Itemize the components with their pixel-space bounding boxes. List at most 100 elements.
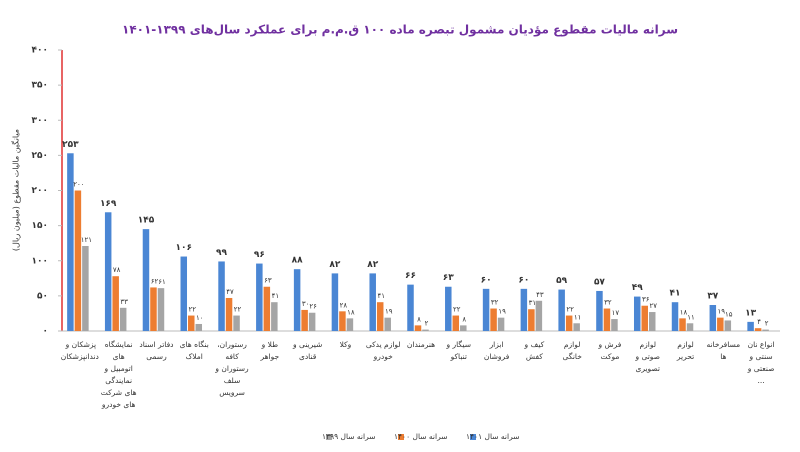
value-label: ۴۳ bbox=[536, 291, 544, 299]
bar bbox=[82, 245, 89, 331]
bar bbox=[497, 317, 505, 331]
value-label: ۱۹ bbox=[498, 308, 506, 316]
x-tick-label: لوازم صوتی و تصویری bbox=[635, 340, 661, 373]
bar bbox=[747, 321, 754, 331]
x-tick-label: فرش و موکت bbox=[598, 340, 622, 361]
bar bbox=[603, 308, 611, 331]
value-label: ۱۴۵ bbox=[138, 216, 155, 226]
bar bbox=[558, 289, 565, 331]
bar bbox=[308, 312, 316, 331]
bar bbox=[490, 308, 497, 331]
value-label: ۶۲ bbox=[151, 277, 159, 285]
x-tick-label: هنرمندان bbox=[406, 340, 436, 349]
value-label: ۸۲ bbox=[329, 260, 340, 270]
value-label: ۶۰ bbox=[518, 275, 529, 285]
x-tick-label: شیرینی و قنادی bbox=[292, 340, 323, 361]
bar bbox=[74, 190, 82, 331]
y-tick-label: ۲۰۰ bbox=[32, 186, 48, 196]
bar bbox=[641, 305, 648, 331]
bar bbox=[119, 307, 127, 331]
value-label: ۴۱ bbox=[272, 292, 280, 300]
y-tick-label: ۰ bbox=[43, 327, 49, 337]
value-label: ۶۶ bbox=[405, 271, 416, 281]
value-label: ۹۹ bbox=[216, 248, 227, 258]
value-label: ۵۷ bbox=[594, 277, 605, 287]
value-label: ۱۰۶ bbox=[176, 243, 192, 253]
bar bbox=[346, 318, 354, 331]
value-label: ۳۷ bbox=[707, 292, 718, 302]
value-label: ۲۲ bbox=[566, 306, 574, 314]
value-label: ۲۷ bbox=[649, 302, 657, 310]
bar bbox=[407, 284, 414, 331]
value-label: ۱۸ bbox=[680, 308, 688, 316]
value-label: ۲۲ bbox=[234, 306, 242, 314]
value-label: ۲۸ bbox=[340, 301, 348, 309]
chart-title: سرانه مالیات مقطوع مؤدیان مشمول تبصره ما… bbox=[122, 23, 678, 38]
value-label: ۴۱ bbox=[670, 289, 681, 299]
value-label: ۲ bbox=[425, 320, 429, 328]
value-label: ۶۳ bbox=[443, 273, 454, 283]
legend-swatch bbox=[470, 434, 476, 440]
bar bbox=[225, 297, 233, 331]
bar bbox=[724, 320, 732, 331]
bar bbox=[150, 287, 157, 331]
x-tick-label: بنگاه های املاک bbox=[179, 340, 209, 361]
bar bbox=[754, 328, 762, 331]
bar bbox=[535, 300, 543, 331]
bar bbox=[762, 329, 769, 331]
bar bbox=[686, 323, 694, 331]
x-tick-label: نمایشگاه های اتومبیل و نمایندگی های شرکت… bbox=[100, 340, 137, 409]
x-tick-label: دفاتر اسناد رسمی bbox=[139, 340, 174, 361]
legend-swatch bbox=[398, 434, 404, 440]
y-axis-label: میانگین مالیات مقطوع (میلیون ریال) bbox=[11, 129, 21, 251]
bar bbox=[195, 323, 203, 331]
bar bbox=[422, 329, 429, 331]
bar bbox=[369, 273, 376, 331]
value-label: ۱۰ bbox=[196, 314, 204, 322]
bar bbox=[414, 325, 422, 331]
value-label: ۱۱ bbox=[687, 313, 695, 321]
value-label: ۳۲ bbox=[604, 299, 612, 307]
value-label: ۱۵ bbox=[725, 310, 733, 318]
y-tick-label: ۱۵۰ bbox=[32, 221, 48, 231]
value-label: ۴ bbox=[757, 318, 761, 326]
y-tick-label: ۵۰ bbox=[37, 291, 48, 301]
value-label: ۳۰ bbox=[302, 300, 310, 308]
bar bbox=[520, 288, 528, 331]
value-label: ۲۶ bbox=[309, 303, 317, 311]
bar bbox=[648, 312, 656, 331]
x-tick-label: لوازم یدکی خودرو bbox=[365, 340, 401, 361]
bar bbox=[611, 319, 618, 331]
bar bbox=[293, 269, 301, 331]
legend-label: سرانه سال ۱۴۰۱ bbox=[466, 432, 520, 441]
x-tick-label: لوازم تحریر bbox=[676, 340, 695, 361]
value-label: ۱۲۱ bbox=[81, 236, 92, 244]
x-tick-label: پزشکان و دندانپزشکان bbox=[60, 340, 99, 361]
bar bbox=[376, 302, 384, 331]
bar bbox=[233, 315, 240, 331]
x-tick-label: رستوران، کافه رستوران و سلف سرویس bbox=[215, 340, 249, 397]
bar bbox=[104, 212, 112, 331]
value-label: ۲۰۰ bbox=[73, 181, 84, 189]
bar bbox=[67, 153, 74, 331]
legend-label: سرانه سال ۱۴۰۰ bbox=[394, 432, 448, 441]
value-label: ۷۸ bbox=[113, 266, 121, 274]
y-tick-label: ۲۵۰ bbox=[32, 151, 48, 161]
y-tick-label: ۴۰۰ bbox=[32, 46, 48, 56]
x-tick-label: لوازم خانگی bbox=[562, 340, 582, 361]
bar bbox=[384, 317, 391, 331]
value-label: ۸۸ bbox=[292, 256, 303, 266]
bar bbox=[679, 318, 686, 331]
value-label: ۱۹ bbox=[385, 308, 393, 316]
bar bbox=[256, 263, 263, 331]
bar bbox=[528, 309, 535, 331]
bar bbox=[633, 296, 641, 331]
x-tick-label: مسافرخانه ها bbox=[706, 340, 741, 361]
bar bbox=[271, 302, 278, 331]
value-label: ۳۲ bbox=[491, 299, 499, 307]
value-label: ۴۷ bbox=[226, 288, 234, 296]
bar bbox=[445, 286, 452, 331]
value-label: ۳۳ bbox=[120, 298, 128, 306]
